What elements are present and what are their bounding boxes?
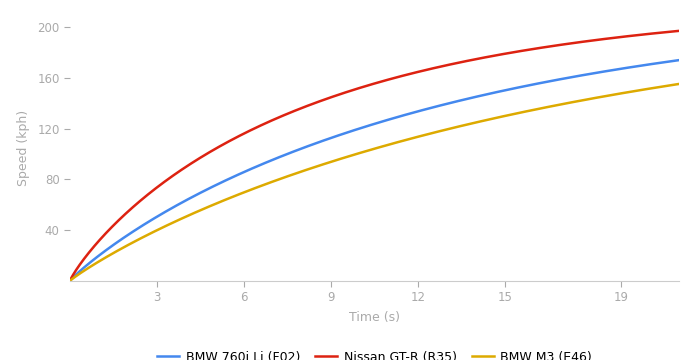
BMW M3 (E46) xyxy=(484,117,492,122)
Line: Nissan GT-R (R35): Nissan GT-R (R35) xyxy=(70,31,679,281)
Line: BMW 760i Li (F02): BMW 760i Li (F02) xyxy=(70,60,679,281)
Nissan GT-R (R35) xyxy=(334,93,342,97)
BMW M3 (E46) xyxy=(128,240,136,245)
Nissan GT-R (R35) xyxy=(128,206,136,210)
Nissan GT-R (R35) xyxy=(312,100,321,105)
BMW M3 (E46) xyxy=(675,82,683,86)
BMW 760i Li (F02) xyxy=(128,230,136,234)
Nissan GT-R (R35) xyxy=(540,45,549,49)
BMW M3 (E46) xyxy=(552,103,560,108)
Nissan GT-R (R35) xyxy=(675,29,683,33)
BMW M3 (E46) xyxy=(66,279,74,283)
BMW 760i Li (F02) xyxy=(484,92,492,96)
Y-axis label: Speed (kph): Speed (kph) xyxy=(18,109,30,186)
BMW 760i Li (F02) xyxy=(540,80,549,84)
Nissan GT-R (R35) xyxy=(484,55,492,59)
BMW 760i Li (F02) xyxy=(675,58,683,62)
BMW M3 (E46) xyxy=(334,157,342,162)
BMW 760i Li (F02) xyxy=(552,78,560,82)
BMW 760i Li (F02) xyxy=(334,133,342,138)
X-axis label: Time (s): Time (s) xyxy=(349,311,400,324)
Nissan GT-R (R35) xyxy=(552,43,560,48)
BMW M3 (E46) xyxy=(312,165,321,169)
Legend: BMW 760i Li (F02), Nissan GT-R (R35), BMW M3 (E46): BMW 760i Li (F02), Nissan GT-R (R35), BM… xyxy=(152,346,597,360)
BMW M3 (E46) xyxy=(540,105,549,110)
Nissan GT-R (R35) xyxy=(66,279,74,283)
BMW 760i Li (F02) xyxy=(66,279,74,283)
BMW 760i Li (F02) xyxy=(312,141,321,145)
Line: BMW M3 (E46): BMW M3 (E46) xyxy=(70,84,679,281)
